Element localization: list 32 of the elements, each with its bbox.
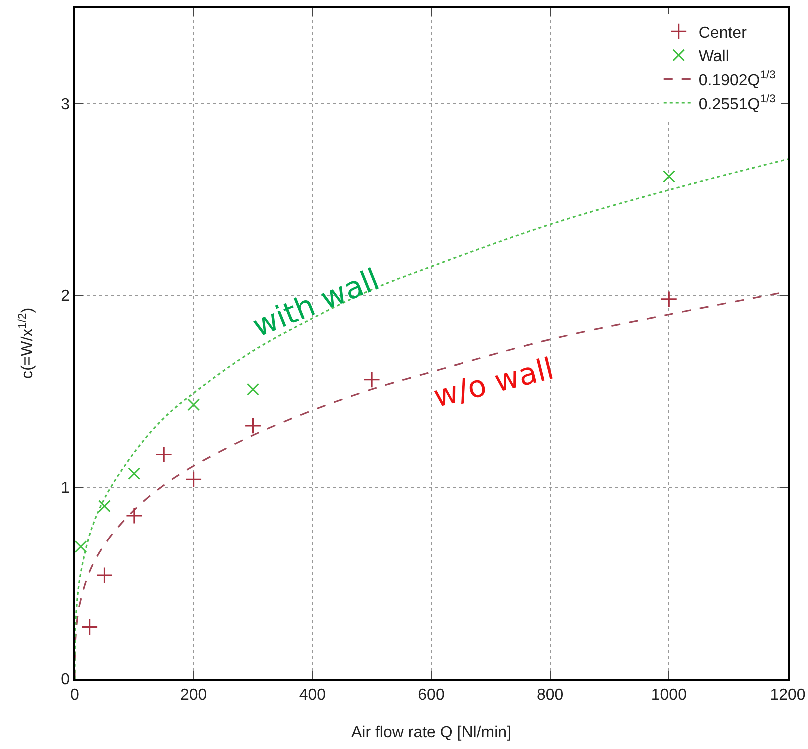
- point: [364, 371, 381, 388]
- line-series: [75, 158, 788, 679]
- point: [244, 417, 262, 434]
- point: [188, 398, 200, 412]
- legend-label: 0.1902Q$^{1/3}$: [698, 70, 776, 90]
- annotation: w/o wall: [430, 352, 558, 416]
- point: [660, 290, 678, 308]
- x-tick-label: 1200: [770, 686, 806, 704]
- x-tick-label: 1000: [651, 686, 688, 704]
- x-tick-label: 600: [418, 686, 445, 704]
- point: [98, 500, 111, 513]
- y-tick-label: 3: [61, 96, 70, 114]
- point: [96, 567, 114, 584]
- point: [185, 471, 202, 488]
- legend-label: Center: [698, 24, 748, 42]
- point: [126, 508, 143, 524]
- point: [74, 540, 88, 553]
- point: [156, 446, 173, 464]
- y-tick-label: 1: [61, 480, 70, 497]
- legend-label: Wall: [698, 48, 730, 66]
- x-tick-label: 200: [180, 686, 208, 704]
- legend-label: 0.2551Q$^{1/3}$: [698, 94, 776, 114]
- point: [128, 468, 141, 480]
- x-axis-title: Air flow rate Q [Nl/min]: [351, 724, 512, 742]
- x-tick-label: 800: [536, 686, 564, 704]
- point: [81, 618, 98, 636]
- annotation: with wall: [248, 262, 385, 345]
- x-tick-label: 400: [299, 686, 326, 704]
- y-tick-label: 2: [61, 288, 70, 306]
- y-tick-label: 0: [61, 672, 70, 689]
- point: [247, 383, 260, 396]
- point: [662, 170, 676, 183]
